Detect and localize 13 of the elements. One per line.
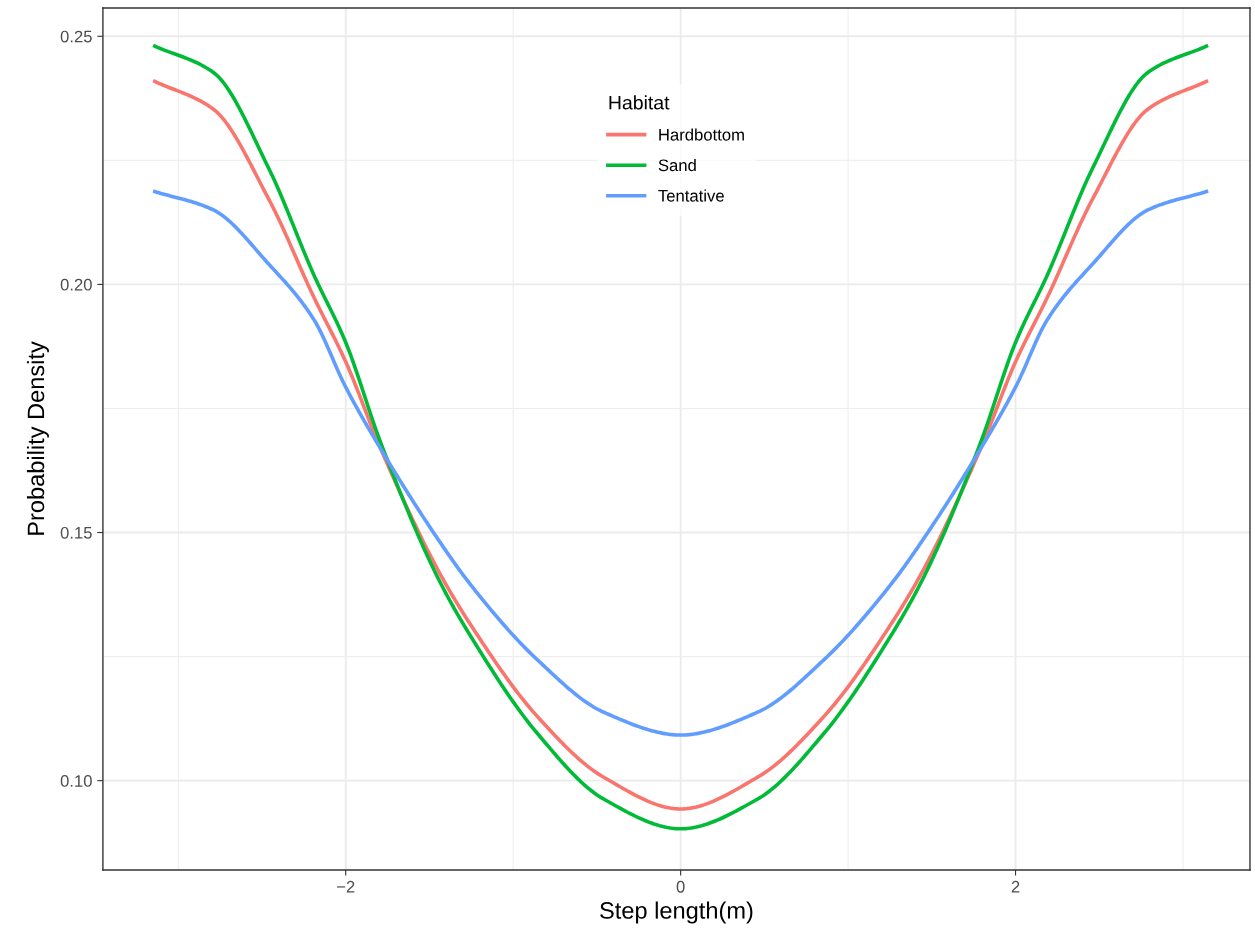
y-tick-label: 0.25 <box>60 30 92 43</box>
x-tick-label: −2 <box>337 880 355 893</box>
y-tick-label: 0.20 <box>60 278 92 291</box>
x-tick-label: 0 <box>676 880 685 893</box>
y-tick-label: 0.15 <box>60 526 92 539</box>
y-axis-title: Probability Density <box>26 341 49 535</box>
x-tick-label: 2 <box>1011 880 1020 893</box>
y-tick-label: 0.10 <box>60 775 92 787</box>
legend-label: Hardbottom <box>659 128 744 141</box>
legend-label: Sand <box>658 158 696 172</box>
legend-label: Tentative <box>658 189 724 202</box>
x-axis-title: Step length(m) <box>600 901 753 924</box>
legend-title: Habitat <box>609 95 670 110</box>
